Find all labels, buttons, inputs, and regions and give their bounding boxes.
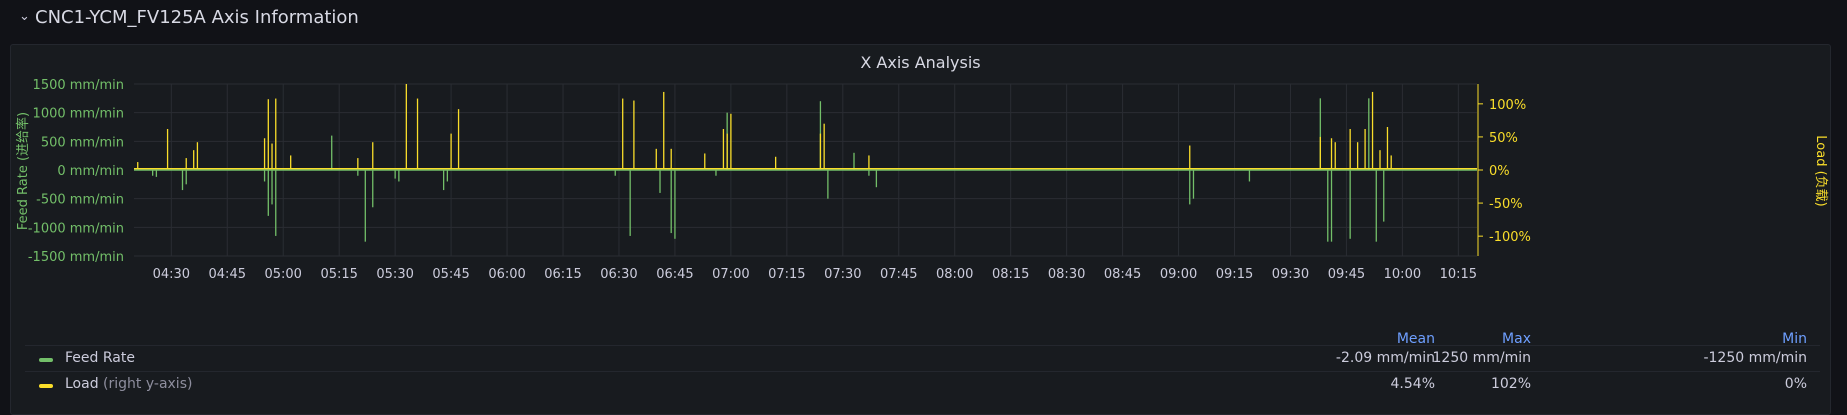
x-tick-label: 07:00	[712, 267, 749, 282]
y2-tick-label: 0%	[1489, 164, 1510, 179]
x-tick-label: 05:15	[320, 267, 357, 282]
series-feed-rate	[134, 98, 1477, 242]
chevron-down-icon[interactable]: ⌄	[19, 8, 30, 24]
time-series-chart[interactable]: 1500 mm/min 1000 mm/min 500 mm/min 0 mm/min…	[11, 45, 1832, 331]
legend-mean-value: -2.09 mm/min	[1335, 350, 1435, 366]
y-tick-label: 500 mm/min	[41, 135, 124, 150]
x-tick-label: 08:15	[992, 267, 1029, 282]
x-tick-label: 05:00	[264, 267, 301, 282]
x-tick-label: 08:00	[936, 267, 973, 282]
legend-header-mean[interactable]: Mean	[1396, 331, 1435, 347]
legend-row-load[interactable]: Load (right y-axis) 4.54% 102% 0%	[25, 371, 1820, 397]
y-axis-label: Feed Rate (进给率)	[15, 112, 31, 230]
x-tick-label: 09:45	[1328, 267, 1365, 282]
x-tick-label: 06:45	[656, 267, 693, 282]
x-tick-label: 07:45	[880, 267, 917, 282]
x-tick-label: 10:15	[1440, 267, 1477, 282]
y2-tick-label: 100%	[1489, 98, 1526, 113]
legend-max-value: 1250 mm/min	[1432, 350, 1531, 366]
y-tick-label: -1500 mm/min	[28, 250, 124, 265]
x-tick-label: 06:00	[488, 267, 525, 282]
legend-series-name[interactable]: Load (right y-axis)	[65, 376, 193, 392]
y-tick-label: 0 mm/min	[57, 164, 124, 179]
x-tick-label: 07:30	[824, 267, 861, 282]
y2-tick-label: -100%	[1489, 230, 1531, 245]
legend-row-feed-rate[interactable]: Feed Rate -2.09 mm/min 1250 mm/min -1250…	[25, 345, 1820, 371]
left-y-axis: 1500 mm/min 1000 mm/min 500 mm/min 0 mm/min…	[28, 78, 124, 265]
x-tick-label: 08:45	[1104, 267, 1141, 282]
y-tick-label: -1000 mm/min	[28, 221, 124, 236]
legend-max-value: 102%	[1490, 376, 1531, 392]
legend-series-name[interactable]: Feed Rate	[65, 350, 135, 366]
x-tick-label: 05:45	[432, 267, 469, 282]
x-tick-label: 06:30	[600, 267, 637, 282]
x-tick-label: 09:00	[1160, 267, 1197, 282]
series-color-swatch[interactable]	[39, 358, 53, 362]
x-tick-label: 10:00	[1384, 267, 1421, 282]
legend-mean-value: 4.54%	[1390, 376, 1435, 392]
series-load	[134, 84, 1477, 170]
x-axis: 04:30 04:45 05:00 05:15 05:30 05:45 06:00 06:15…	[153, 267, 1478, 282]
row-title[interactable]: CNC1-YCM_FV125A Axis Information	[35, 6, 359, 28]
x-tick-label: 05:30	[376, 267, 413, 282]
y-tick-label: -500 mm/min	[36, 193, 124, 208]
y2-tick-label: 50%	[1489, 131, 1518, 146]
series-layer	[134, 84, 1477, 242]
x-tick-label: 04:45	[209, 267, 246, 282]
x-tick-label: 06:15	[544, 267, 581, 282]
y2-axis-label: Load (负载)	[1813, 135, 1828, 206]
row-header[interactable]: ⌄ CNC1-YCM_FV125A Axis Information	[0, 0, 1847, 34]
y-tick-label: 1000 mm/min	[33, 107, 124, 122]
right-y-axis: 100% 50% 0% -50% -100%	[1477, 84, 1531, 256]
panel-x-axis-analysis: X Axis Analysis 1500 mm/min 1000 mm/min 50…	[10, 44, 1831, 415]
x-tick-label: 09:15	[1216, 267, 1253, 282]
y-tick-label: 1500 mm/min	[33, 78, 124, 93]
series-color-swatch[interactable]	[39, 384, 53, 388]
legend-min-value: 0%	[1784, 376, 1807, 392]
legend-header-min[interactable]: Min	[1782, 331, 1807, 347]
x-tick-label: 04:30	[153, 267, 190, 282]
legend-header-max[interactable]: Max	[1502, 331, 1531, 347]
x-tick-label: 08:30	[1048, 267, 1085, 282]
x-tick-label: 09:30	[1272, 267, 1309, 282]
legend-min-value: -1250 mm/min	[1703, 350, 1807, 366]
y2-tick-label: -50%	[1489, 197, 1523, 212]
x-tick-label: 07:15	[768, 267, 805, 282]
panel-title[interactable]: X Axis Analysis	[860, 53, 981, 72]
